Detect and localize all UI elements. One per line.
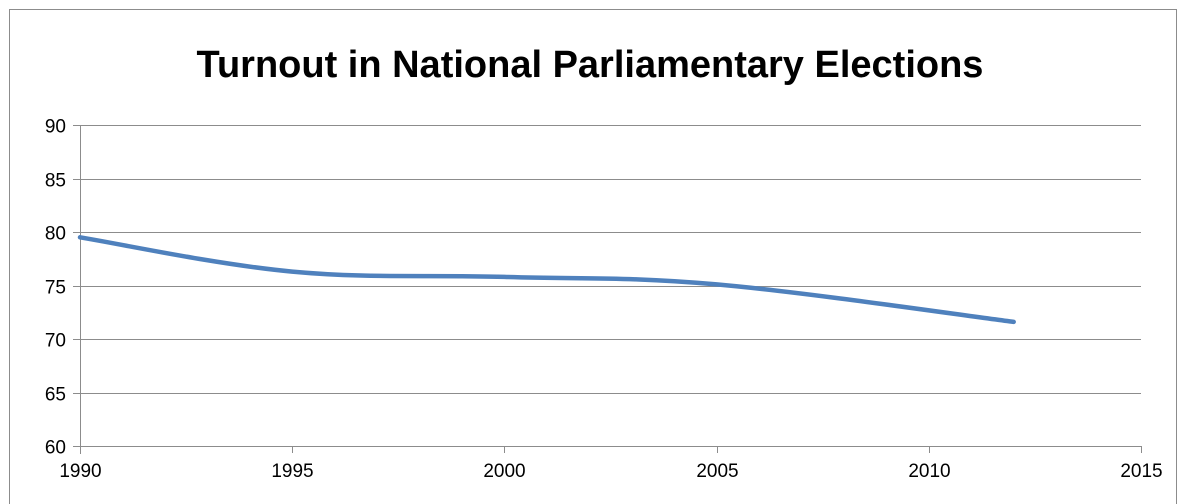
tick-labels: 60 65 70 75 80 85 90 1990 1995 2000 2005 2010 2015 (45, 117, 1163, 483)
y-tick-label-75: 75 (45, 278, 66, 299)
axes (73, 125, 1142, 454)
y-tick-label-60: 60 (45, 438, 66, 459)
y-tick-label-70: 70 (45, 331, 66, 352)
y-tick-label-90: 90 (45, 117, 66, 138)
series-line-0 (77, 235, 1016, 325)
x-tick-label-1995: 1995 (271, 461, 313, 482)
data-series (77, 235, 1016, 325)
x-tick-label-2010: 2010 (908, 461, 950, 482)
x-tick-label-1990: 1990 (59, 461, 101, 482)
x-tick-label-2005: 2005 (696, 461, 738, 482)
grid-lines (80, 125, 1141, 394)
y-tick-label-65: 65 (45, 385, 66, 406)
y-tick-label-80: 80 (45, 224, 66, 245)
y-tick-label-85: 85 (45, 171, 66, 192)
x-tick-label-2000: 2000 (483, 461, 525, 482)
x-tick-label-2015: 2015 (1120, 461, 1162, 482)
chart-title: Turnout in National Parliamentary Electi… (197, 44, 984, 86)
chart-frame (9, 9, 1177, 504)
